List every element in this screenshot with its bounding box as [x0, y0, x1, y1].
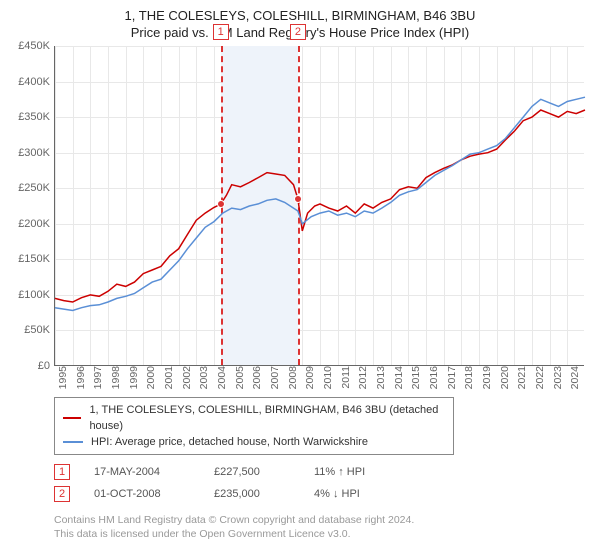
x-tick-label: 2017 [446, 366, 458, 389]
marker-dot [294, 195, 302, 203]
x-tick-label: 2014 [393, 366, 405, 389]
footnote-line-2: This data is licensed under the Open Gov… [54, 527, 578, 541]
y-tick-label: £300K [6, 147, 50, 159]
x-tick-label: 2007 [269, 366, 281, 389]
tx-price-1: £227,500 [214, 466, 314, 478]
y-tick-label: £350K [6, 111, 50, 123]
y-tick-label: £400K [6, 76, 50, 88]
y-tick-label: £250K [6, 182, 50, 194]
tx-diff-2: 4% ↓ HPI [314, 488, 414, 500]
table-row: 2 01-OCT-2008 £235,000 4% ↓ HPI [54, 483, 578, 505]
x-tick-label: 2021 [516, 366, 528, 389]
tx-price-2: £235,000 [214, 488, 314, 500]
y-tick-label: £100K [6, 289, 50, 301]
table-row: 1 17-MAY-2004 £227,500 11% ↑ HPI [54, 461, 578, 483]
legend-label-property: 1, THE COLESLEYS, COLESHILL, BIRMINGHAM,… [89, 402, 445, 434]
tx-flag-1: 1 [54, 464, 70, 480]
x-tick-label: 1996 [75, 366, 87, 389]
x-tick-label: 2011 [340, 366, 352, 389]
x-tick-label: 2013 [375, 366, 387, 389]
x-tick-label: 1997 [92, 366, 104, 389]
x-tick-label: 1999 [128, 366, 140, 389]
y-tick-label: £450K [6, 40, 50, 52]
x-tick-label: 2016 [428, 366, 440, 389]
x-tick-label: 2005 [234, 366, 246, 389]
x-tick-label: 2022 [534, 366, 546, 389]
x-tick-label: 2020 [499, 366, 511, 389]
x-tick-label: 2012 [357, 366, 369, 389]
y-tick-label: £150K [6, 253, 50, 265]
x-tick-label: 2015 [410, 366, 422, 389]
legend-swatch-hpi [63, 441, 83, 443]
x-tick-label: 2009 [304, 366, 316, 389]
x-tick-label: 2023 [552, 366, 564, 389]
x-tick-label: 1995 [57, 366, 69, 389]
y-tick-label: £50K [6, 324, 50, 336]
plot: 12 [54, 46, 584, 366]
title-line-1: 1, THE COLESLEYS, COLESHILL, BIRMINGHAM,… [10, 8, 590, 23]
y-tick-label: £0 [6, 360, 50, 372]
footnote-line-1: Contains HM Land Registry data © Crown c… [54, 513, 578, 527]
tx-date-2: 01-OCT-2008 [94, 488, 214, 500]
x-tick-label: 1998 [110, 366, 122, 389]
legend: 1, THE COLESLEYS, COLESHILL, BIRMINGHAM,… [54, 397, 454, 455]
y-tick-label: £200K [6, 218, 50, 230]
legend-swatch-property [63, 417, 81, 419]
tx-diff-1: 11% ↑ HPI [314, 466, 414, 478]
x-tick-label: 2000 [145, 366, 157, 389]
x-tick-label: 2010 [322, 366, 334, 389]
x-tick-label: 2004 [216, 366, 228, 389]
legend-item-hpi: HPI: Average price, detached house, Nort… [63, 434, 445, 450]
x-tick-label: 2018 [463, 366, 475, 389]
legend-item-property: 1, THE COLESLEYS, COLESHILL, BIRMINGHAM,… [63, 402, 445, 434]
marker-flag: 2 [290, 24, 306, 40]
line-layer [55, 46, 584, 365]
marker-flag: 1 [213, 24, 229, 40]
x-tick-label: 2002 [181, 366, 193, 389]
x-tick-label: 2003 [198, 366, 210, 389]
transactions-table: 1 17-MAY-2004 £227,500 11% ↑ HPI 2 01-OC… [54, 461, 578, 505]
chart-area: 12 £0£50K£100K£150K£200K£250K£300K£350K£… [10, 46, 590, 391]
marker-dot [217, 200, 225, 208]
x-tick-label: 2019 [481, 366, 493, 389]
chart-container: 1, THE COLESLEYS, COLESHILL, BIRMINGHAM,… [0, 0, 600, 560]
footnote: Contains HM Land Registry data © Crown c… [54, 513, 578, 541]
x-tick-label: 2006 [251, 366, 263, 389]
legend-label-hpi: HPI: Average price, detached house, Nort… [91, 434, 368, 450]
x-tick-label: 2008 [287, 366, 299, 389]
x-tick-label: 2001 [163, 366, 175, 389]
tx-date-1: 17-MAY-2004 [94, 466, 214, 478]
tx-flag-2: 2 [54, 486, 70, 502]
x-tick-label: 2024 [569, 366, 581, 389]
